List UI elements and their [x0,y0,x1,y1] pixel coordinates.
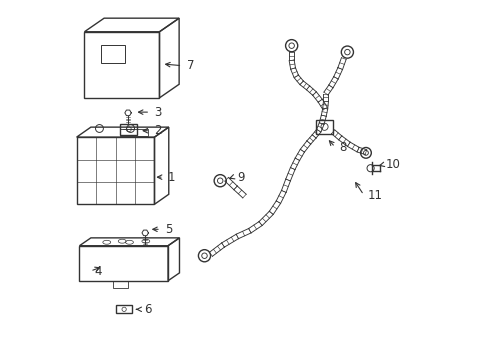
Text: 5: 5 [165,223,172,236]
Text: 2: 2 [154,124,162,137]
Text: 6: 6 [143,303,151,316]
Text: 9: 9 [237,171,244,184]
Text: 11: 11 [367,189,382,202]
Text: 1: 1 [168,171,175,184]
Text: 10: 10 [385,158,400,171]
Text: 3: 3 [154,105,162,119]
Text: 7: 7 [186,59,194,72]
Text: 8: 8 [339,141,346,154]
Text: 4: 4 [94,265,102,278]
